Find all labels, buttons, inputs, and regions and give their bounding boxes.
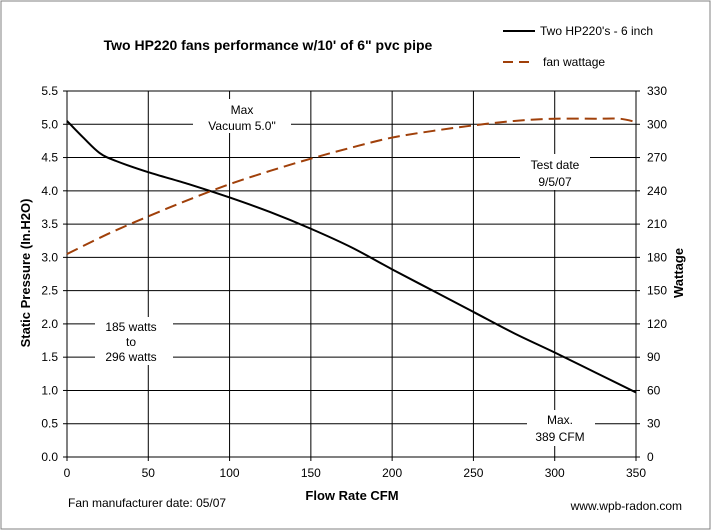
- y2-axis-label: Wattage: [671, 248, 686, 298]
- x-tick-label-1: 50: [142, 466, 156, 480]
- annotation-test-date-line2: 9/5/07: [538, 175, 572, 189]
- x-axis-label: Flow Rate CFM: [305, 488, 398, 503]
- annotation-max-cfm: Max. 389 CFM: [527, 410, 595, 446]
- chart-title: Two HP220 fans performance w/10' of 6" p…: [104, 37, 433, 53]
- x-tick-label-7: 350: [626, 466, 646, 480]
- annotation-watts-range-line2: to: [126, 335, 136, 349]
- y2-tick-label-6: 180: [647, 250, 667, 264]
- y2-tick-label-3: 90: [647, 350, 661, 364]
- annotations: Max Vacuum 5.0" Test date 9/5/07 185 wat…: [95, 99, 595, 446]
- x-tick-label-6: 300: [545, 466, 565, 480]
- footer-manufacturer-date: Fan manufacturer date: 05/07: [68, 496, 226, 510]
- y-tick-label-6: 3.0: [41, 250, 58, 264]
- y-tick-label-5: 2.5: [41, 284, 58, 298]
- y2-tick-label-0: 0: [647, 450, 654, 464]
- grid: [67, 91, 636, 457]
- series-line-0: [66, 120, 637, 394]
- legend: Two HP220's - 6 inch fan wattage: [503, 24, 653, 69]
- annotation-max-cfm-line2: 389 CFM: [535, 430, 584, 444]
- y-tick-label-3: 1.5: [41, 350, 58, 364]
- annotation-watts-range: 185 watts to 296 watts: [95, 317, 173, 365]
- y-tick-label-2: 1.0: [41, 383, 58, 397]
- y-tick-label-8: 4.0: [41, 184, 58, 198]
- y2-tick-label-2: 60: [647, 383, 661, 397]
- y-tick-label-9: 4.5: [41, 151, 58, 165]
- y2-tick-label-10: 300: [647, 117, 667, 131]
- y2-tick-label-9: 270: [647, 151, 667, 165]
- y2-tick-label-5: 150: [647, 284, 667, 298]
- annotation-test-date-line1: Test date: [531, 158, 580, 172]
- annotation-watts-range-line3: 296 watts: [105, 350, 156, 364]
- y2-tick-label-7: 210: [647, 217, 667, 231]
- x-tick-label-2: 100: [220, 466, 240, 480]
- y-tick-label-4: 2.0: [41, 317, 58, 331]
- plot-frame: [66, 90, 637, 458]
- x-tick-label-0: 0: [64, 466, 71, 480]
- annotation-max-vacuum: Max Vacuum 5.0": [193, 99, 291, 133]
- y-tick-label-0: 0.0: [41, 450, 58, 464]
- annotation-max-vacuum-line1: Max: [231, 103, 254, 117]
- y-tick-label-10: 5.0: [41, 117, 58, 131]
- y2-tick-label-4: 120: [647, 317, 667, 331]
- y2-tick-label-1: 30: [647, 417, 661, 431]
- y2-tick-label-11: 330: [647, 84, 667, 98]
- annotation-watts-range-line1: 185 watts: [105, 320, 156, 334]
- series-layer: [66, 117, 637, 394]
- legend-label-pressure: Two HP220's - 6 inch: [540, 24, 653, 38]
- y-axis-label: Static Pressure (In.H2O): [18, 199, 33, 348]
- annotation-max-vacuum-line2: Vacuum 5.0": [208, 119, 275, 133]
- legend-label-wattage: fan wattage: [543, 55, 605, 69]
- x-tick-label-5: 250: [463, 466, 483, 480]
- annotation-max-cfm-line1: Max.: [547, 413, 573, 427]
- x-tick-label-3: 150: [301, 466, 321, 480]
- y-tick-label-11: 5.5: [41, 84, 58, 98]
- ticks: 0 50 100 150 200 250 300 3500.00.51.01.52.02.53…: [41, 84, 667, 480]
- x-tick-label-4: 200: [382, 466, 402, 480]
- footer-website: www.wpb-radon.com: [570, 499, 682, 513]
- y-tick-label-7: 3.5: [41, 217, 58, 231]
- y-tick-label-1: 0.5: [41, 417, 58, 431]
- annotation-test-date: Test date 9/5/07: [520, 154, 590, 190]
- y2-tick-label-8: 240: [647, 184, 667, 198]
- series-line-1: [66, 117, 637, 255]
